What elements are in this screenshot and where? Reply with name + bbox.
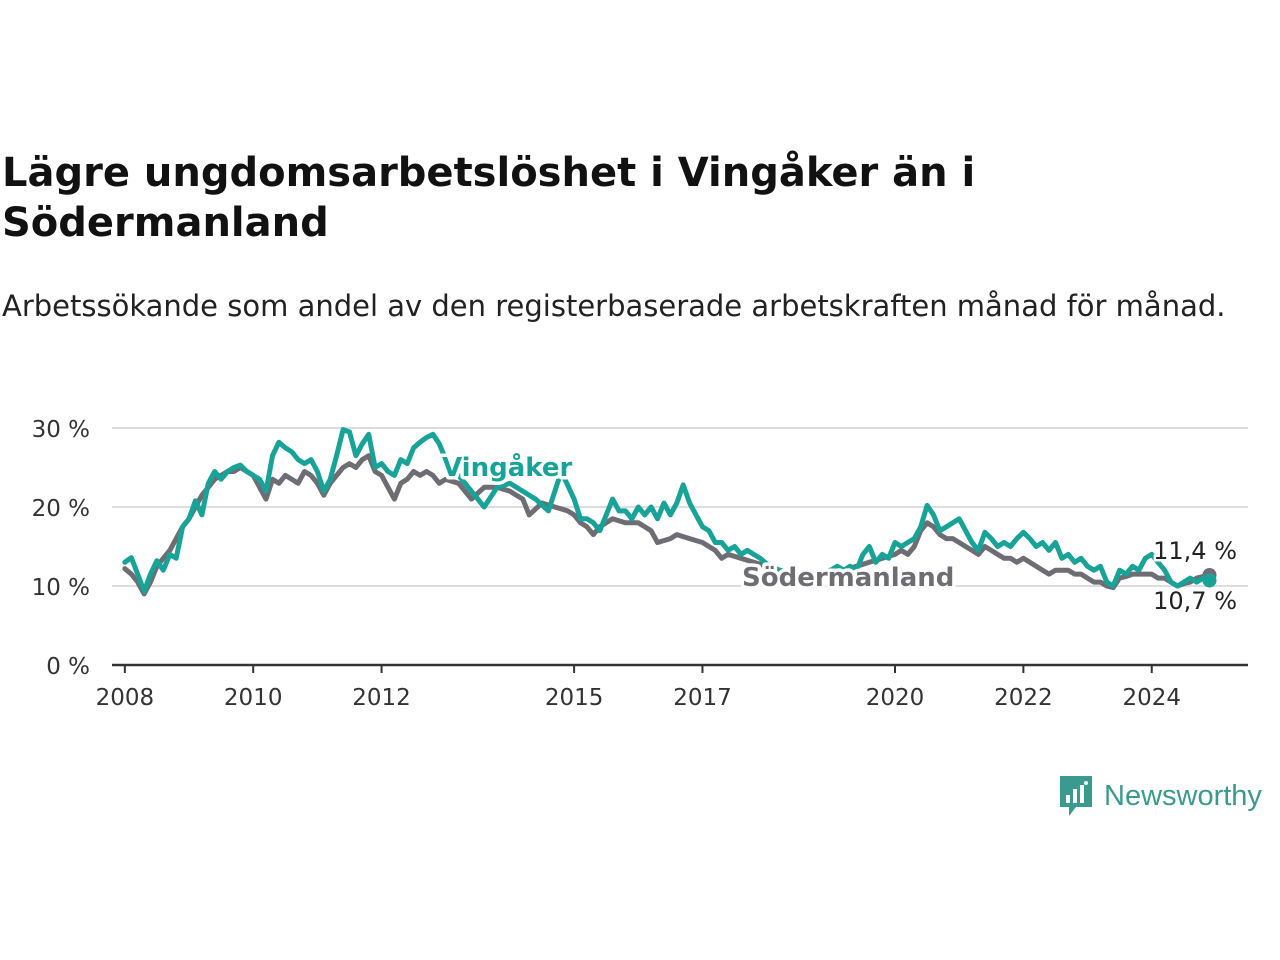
x-tick-label: 2010 [224, 685, 283, 711]
x-tick-label: 2017 [673, 685, 732, 711]
x-tick-label: 2020 [866, 685, 925, 711]
chart-title: Lägre ungdomsarbetslöshet i Vingåker än … [2, 150, 976, 246]
x-tick-label: 2015 [545, 685, 604, 711]
chart-subtitle: Arbetssökande som andel av den registerb… [2, 289, 1226, 323]
y-tick-label: 20 % [32, 496, 90, 522]
y-tick-label: 30 % [32, 417, 90, 443]
x-tick-label: 2022 [994, 685, 1053, 711]
y-tick-label: 0 % [46, 654, 90, 680]
x-tick-label: 2012 [352, 685, 411, 711]
brand-logo: Newsworthy [1058, 772, 1262, 820]
line-chart: 0 % 10 % 20 % 30 % 2008 2010 2012 2015 2017 2020 2… [32, 417, 1248, 711]
y-tick-label: 10 % [32, 575, 90, 601]
newsworthy-logo-icon [1060, 776, 1092, 816]
series-label-sodermanland: Södermanland [742, 563, 954, 593]
series-label-vingaker: Vingåker [442, 451, 572, 483]
x-tick-label: 2008 [96, 685, 155, 711]
brand-name: Newsworthy [1104, 779, 1262, 812]
end-label-sodermanland: 11,4 % [1153, 537, 1237, 565]
series-layer [122, 427, 1217, 597]
series-end-point-vingaker [1202, 573, 1217, 588]
end-label-vingaker: 10,7 % [1153, 587, 1237, 615]
grid-layer: 0 % 10 % 20 % 30 % 2008 2010 2012 2015 2017 2020 2… [32, 417, 1248, 711]
series-line-vingaker [122, 427, 1212, 594]
x-tick-label: 2024 [1122, 685, 1181, 711]
series-line-sodermanland [122, 453, 1212, 597]
label-layer: Vingåker Södermanland 11,4 % 10,7 % [439, 448, 1240, 618]
